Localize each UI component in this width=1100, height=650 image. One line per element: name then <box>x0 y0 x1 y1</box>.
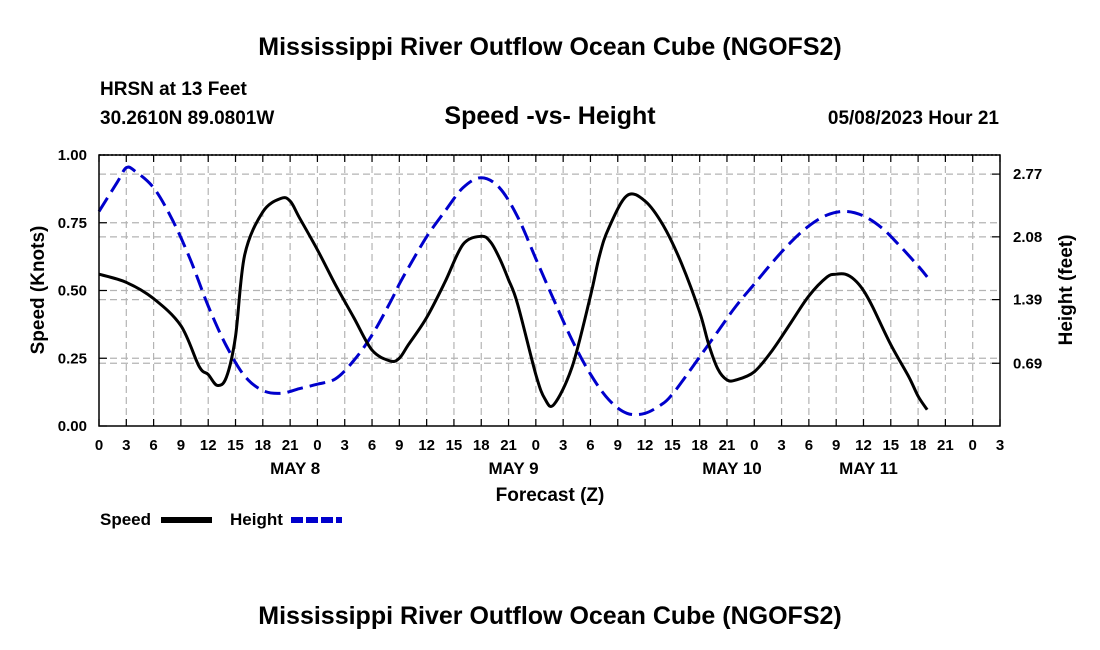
station-label: HRSN at 13 Feet <box>100 79 247 100</box>
x-tick-label: 18 <box>910 437 927 454</box>
x-tick-label: 12 <box>200 437 217 454</box>
x-tick-label: 9 <box>177 437 185 454</box>
x-tick-label: 3 <box>559 437 567 454</box>
y-right-tick-label: 1.39 <box>1013 292 1042 309</box>
x-tick-label: 3 <box>996 437 1004 454</box>
x-tick-label: 0 <box>313 437 321 454</box>
y-left-tick-label: 0.75 <box>58 215 87 232</box>
x-tick-label: 9 <box>395 437 403 454</box>
legend-speed-label: Speed <box>100 510 151 529</box>
series-group <box>97 165 929 417</box>
x-date-label: MAY 9 <box>488 459 538 478</box>
x-tick-label: 18 <box>473 437 490 454</box>
x-tick-label: 3 <box>341 437 349 454</box>
location-label: 30.2610N 89.0801W <box>100 108 274 129</box>
x-tick-label: 12 <box>418 437 435 454</box>
x-tick-label: 0 <box>750 437 758 454</box>
x-tick-label: 21 <box>282 437 299 454</box>
datetime-label: 05/08/2023 Hour 21 <box>828 108 1000 129</box>
chart-subtitle: Speed -vs- Height <box>444 102 656 130</box>
x-tick-label: 6 <box>149 437 157 454</box>
y-right-tick-label: 2.77 <box>1013 166 1042 183</box>
x-tick-label: 15 <box>446 437 463 454</box>
x-tick-label: 9 <box>614 437 622 454</box>
x-tick-label: 15 <box>664 437 681 454</box>
x-date-label: MAY 8 <box>270 459 320 478</box>
x-tick-label: 6 <box>586 437 594 454</box>
x-tick-label: 21 <box>937 437 954 454</box>
chart-title: Mississippi River Outflow Ocean Cube (NG… <box>258 33 841 61</box>
y-right-tick-label: 2.08 <box>1013 229 1042 246</box>
y-right-tick-label: 0.69 <box>1013 355 1042 372</box>
x-axis-label: Forecast (Z) <box>496 485 605 506</box>
y-axis-left-label: Speed (Knots) <box>28 226 49 355</box>
x-tick-label: 0 <box>969 437 977 454</box>
x-tick-label: 21 <box>500 437 517 454</box>
legend-height-label: Height <box>230 510 283 529</box>
series-speed-line <box>98 192 929 411</box>
y-left-tick-label: 1.00 <box>58 147 87 164</box>
x-tick-label: 0 <box>95 437 103 454</box>
x-tick-label: 15 <box>882 437 899 454</box>
x-tick-label: 18 <box>254 437 271 454</box>
y-left-tick-label: 0.25 <box>58 350 87 367</box>
x-tick-label: 6 <box>368 437 376 454</box>
y-left-tick-label: 0.50 <box>58 283 87 300</box>
x-tick-label: 0 <box>532 437 540 454</box>
legend: Speed Height <box>100 510 342 529</box>
x-tick-label: 3 <box>777 437 785 454</box>
x-tick-label: 18 <box>691 437 708 454</box>
x-tick-label: 3 <box>122 437 130 454</box>
x-tick-label: 9 <box>832 437 840 454</box>
series-height-line <box>97 165 929 417</box>
x-tick-label: 15 <box>227 437 244 454</box>
footer-title: Mississippi River Outflow Ocean Cube (NG… <box>258 602 841 630</box>
x-tick-label: 6 <box>805 437 813 454</box>
x-tick-label: 21 <box>719 437 736 454</box>
y-axis-right-label: Height (feet) <box>1056 235 1077 346</box>
x-date-label: MAY 11 <box>839 459 898 478</box>
y-left-tick-label: 0.00 <box>58 418 87 435</box>
x-date-label: MAY 10 <box>702 459 762 478</box>
x-tick-label: 12 <box>637 437 654 454</box>
axis-ticks: 0 3 6 9 12 15 18 21 0 3 6 9 12 15 18 21 0 3 6 9 12 15 18 21 0 3 6 9… <box>58 147 1042 478</box>
x-tick-label: 12 <box>855 437 872 454</box>
